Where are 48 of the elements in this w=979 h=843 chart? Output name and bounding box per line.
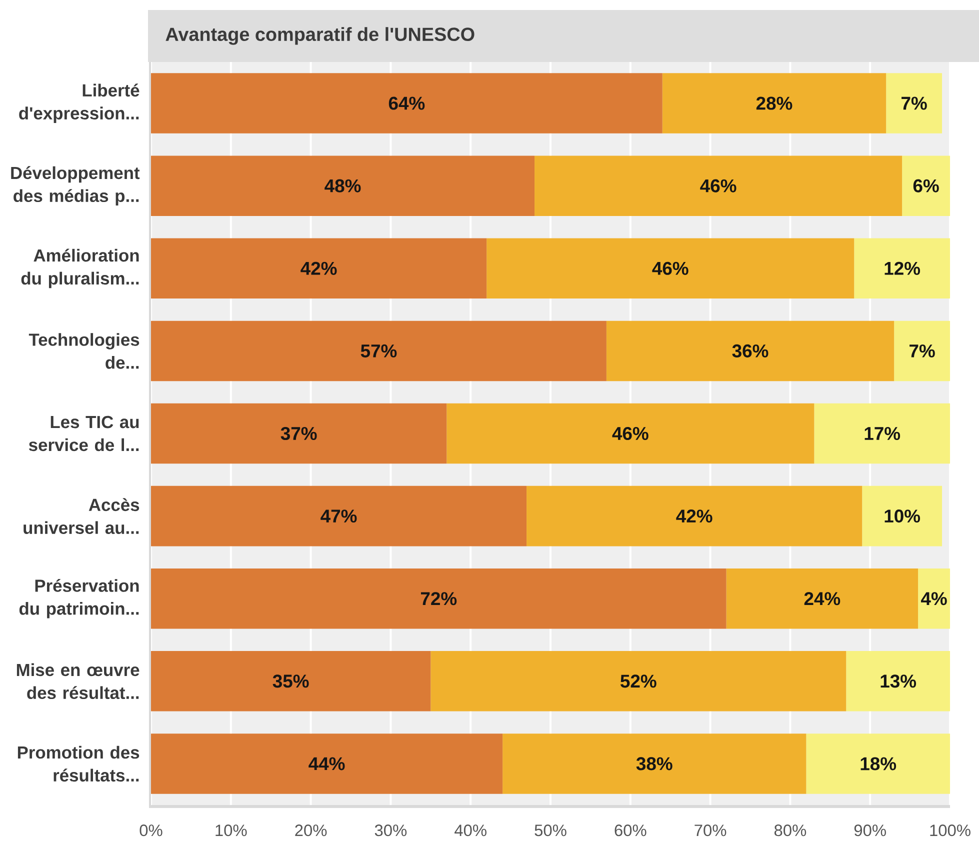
data-label: 12% <box>884 262 920 275</box>
data-label: 10% <box>884 510 920 523</box>
x-tick-label: 30% <box>374 824 407 836</box>
data-label: 6% <box>913 179 939 192</box>
x-tick-label: 60% <box>614 824 646 836</box>
data-label: 72% <box>421 592 457 606</box>
data-label: 42% <box>676 510 712 523</box>
y-tick-label: Promotion des résultats... <box>18 746 140 782</box>
y-tick-label: Technologies de... <box>28 333 140 369</box>
x-tick-label: 100% <box>930 824 970 836</box>
data-label: 36% <box>732 344 768 358</box>
data-label: 38% <box>636 757 672 770</box>
chart-title: Avantage comparatif de l'UNESCO <box>166 27 474 45</box>
y-tick-label: Les TIC au service de l... <box>28 416 139 452</box>
y-tick-label: Amélioration du pluralism... <box>21 248 139 288</box>
data-label: 44% <box>308 757 345 770</box>
y-tick-label: Préservation du patrimoin... <box>19 578 139 618</box>
data-label: 24% <box>804 592 840 606</box>
x-tick-label: 40% <box>454 824 486 836</box>
x-tick-label: 50% <box>534 824 566 836</box>
data-label: 37% <box>280 426 317 440</box>
data-label: 17% <box>864 427 900 440</box>
y-tick-label: Développement des médias p... <box>11 166 140 206</box>
data-label: 46% <box>700 179 736 192</box>
data-label: 64% <box>388 96 425 110</box>
data-label: 46% <box>612 426 648 440</box>
data-label: 52% <box>620 674 656 688</box>
x-tick-label: 70% <box>694 824 726 836</box>
data-label: 46% <box>652 262 688 275</box>
x-tick-label: 20% <box>295 824 327 836</box>
data-label: 35% <box>272 674 309 688</box>
data-label: 4% <box>920 592 947 606</box>
data-label: 47% <box>320 510 357 523</box>
data-label: 7% <box>902 96 927 110</box>
data-label: 42% <box>300 262 337 275</box>
x-tick-label: 80% <box>774 824 806 836</box>
data-label: 18% <box>860 757 896 770</box>
data-label: 57% <box>360 344 397 358</box>
x-tick-label: 0% <box>140 824 162 836</box>
data-label: 48% <box>324 179 361 192</box>
x-tick-label: 10% <box>216 824 247 836</box>
data-label: 7% <box>910 344 935 358</box>
y-tick-label: Liberté d'expression... <box>19 84 140 123</box>
y-tick-label: Accès universel au... <box>24 498 140 534</box>
y-tick-label: Mise en œuvre des résultat... <box>16 663 140 700</box>
data-label: 13% <box>880 674 916 688</box>
x-tick-label: 90% <box>854 824 886 836</box>
data-label: 28% <box>756 96 792 110</box>
